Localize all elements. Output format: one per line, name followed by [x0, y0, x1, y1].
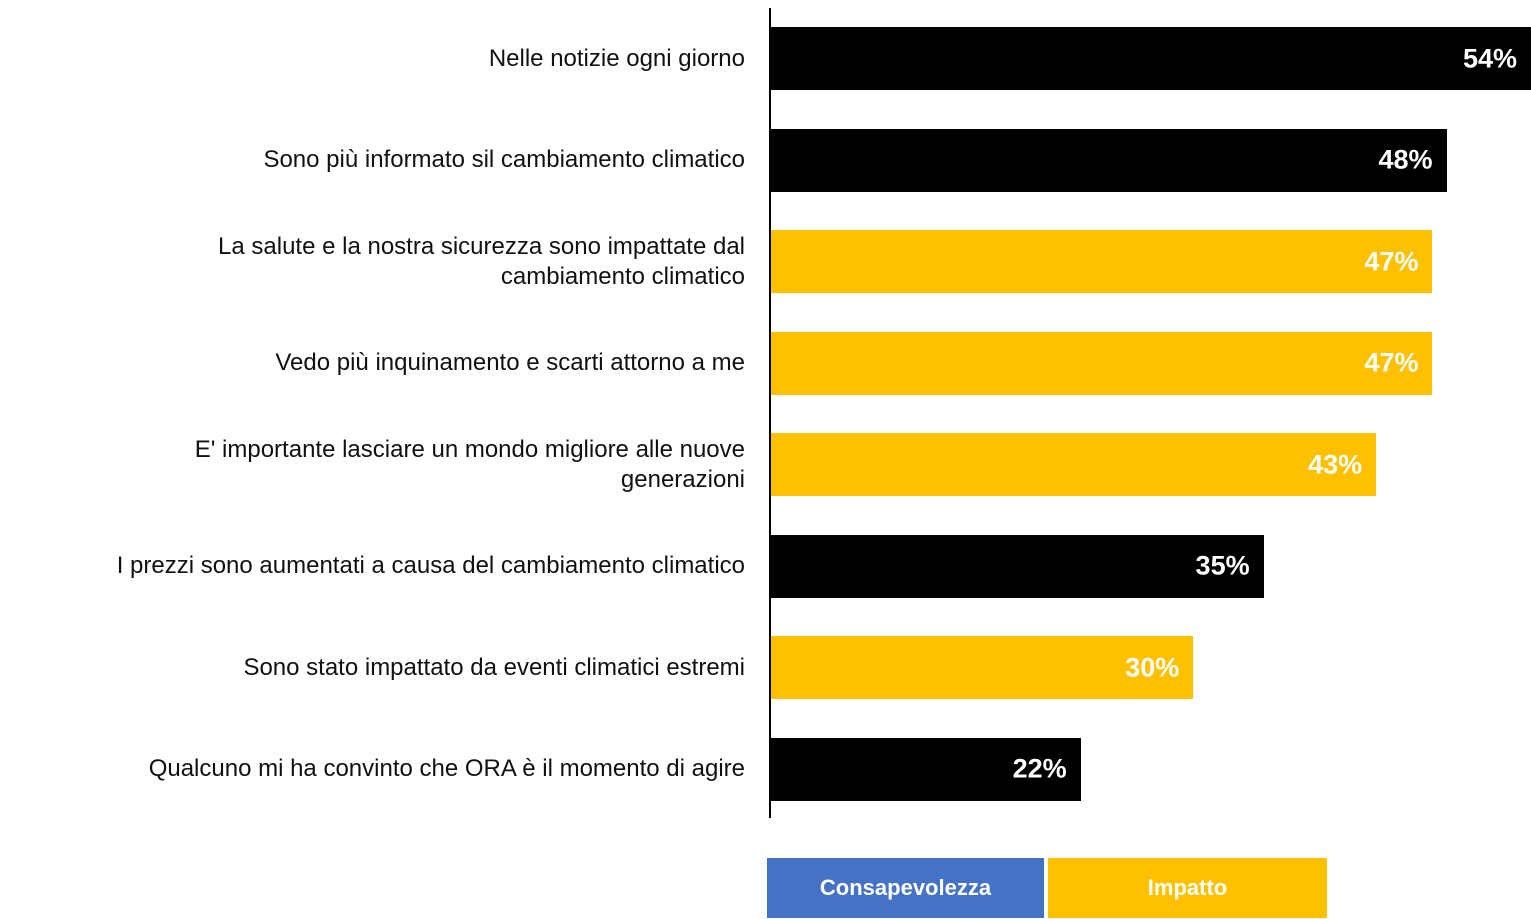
value-label: 35% [1195, 550, 1250, 581]
category-label: Nelle notizie ogni giorno [488, 44, 745, 72]
value-label: 30% [1125, 652, 1180, 682]
category-label: Qualcuno mi ha convinto che ORA è il mom… [148, 755, 745, 782]
category-label: Sono più informato sil cambiamento clima… [263, 146, 745, 173]
category-label: La salute e la nostra sicurezza sono imp… [218, 232, 745, 290]
legend-item: Impatto [1048, 858, 1327, 918]
bar [771, 128, 1447, 192]
bar [771, 27, 1531, 90]
bar [771, 534, 1264, 598]
value-label: 54% [1462, 43, 1517, 73]
category-label: I prezzi sono aumentati a causa del camb… [116, 552, 745, 579]
legend-item: Consapevolezza [767, 858, 1044, 918]
value-label: 43% [1308, 449, 1363, 479]
category-label: Vedo più inquinamento e scarti attorno a… [275, 349, 745, 376]
category-label: Sono stato impattato da eventi climatici… [243, 653, 745, 681]
bar [771, 737, 1081, 801]
value-label: 22% [1012, 753, 1067, 784]
value-label: 48% [1378, 144, 1433, 175]
bar [771, 433, 1377, 496]
value-label: 47% [1364, 246, 1419, 276]
category-label: E' importante lasciare un mondo migliore… [194, 435, 745, 493]
value-label: 47% [1364, 347, 1419, 378]
bar [771, 331, 1433, 395]
axis-line [769, 8, 771, 818]
bar [771, 636, 1194, 699]
bar [771, 230, 1433, 293]
